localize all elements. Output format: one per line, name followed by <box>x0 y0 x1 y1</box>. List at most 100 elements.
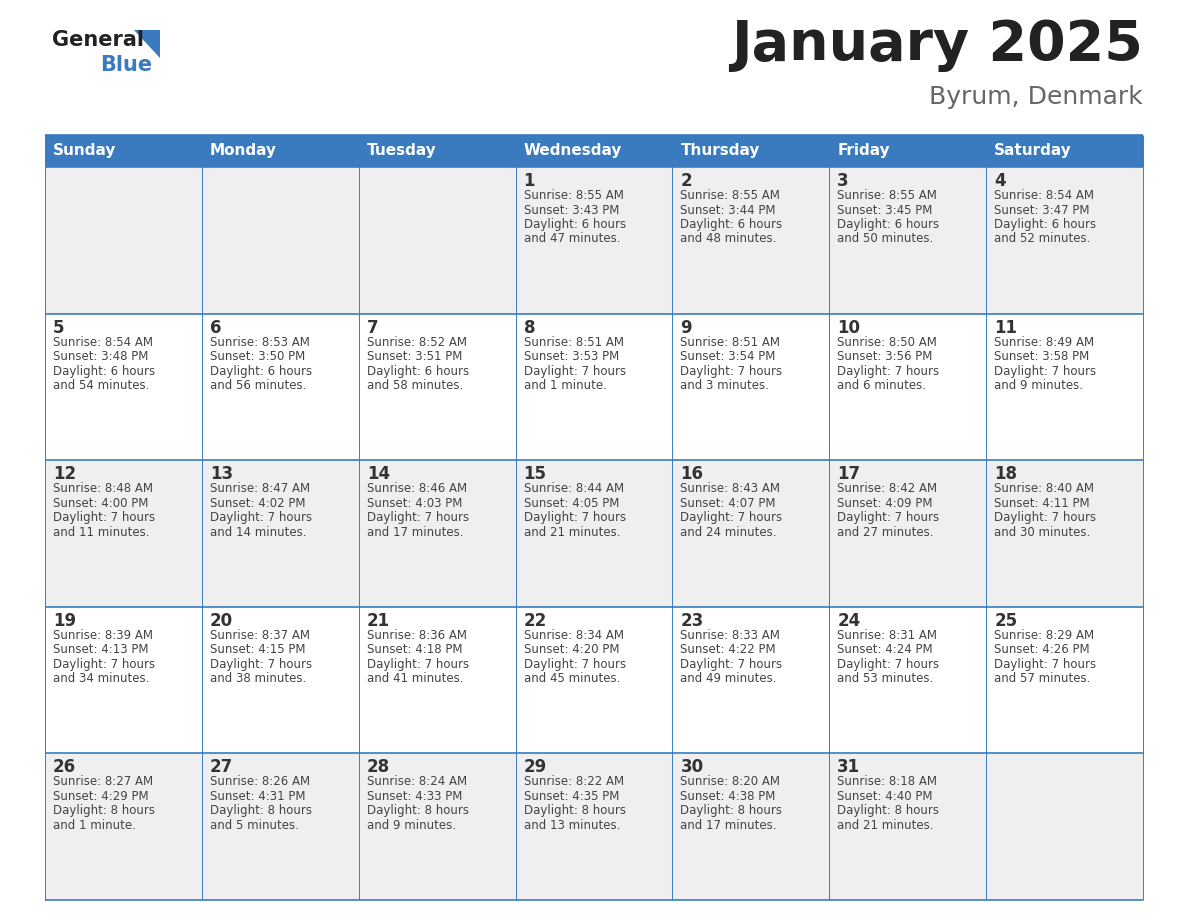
Bar <box>516 460 672 607</box>
Text: Daylight: 7 hours: Daylight: 7 hours <box>524 511 626 524</box>
Text: Saturday: Saturday <box>994 143 1072 159</box>
Text: Sunset: 4:00 PM: Sunset: 4:00 PM <box>53 497 148 509</box>
Text: Sunset: 3:50 PM: Sunset: 3:50 PM <box>210 350 305 364</box>
Text: Sunrise: 8:20 AM: Sunrise: 8:20 AM <box>681 776 781 789</box>
Text: January 2025: January 2025 <box>731 18 1143 72</box>
Text: Sunrise: 8:48 AM: Sunrise: 8:48 AM <box>53 482 153 495</box>
Text: and 41 minutes.: and 41 minutes. <box>367 672 463 686</box>
Text: and 1 minute.: and 1 minute. <box>53 819 135 832</box>
Text: Daylight: 7 hours: Daylight: 7 hours <box>53 658 156 671</box>
Text: Sunrise: 8:36 AM: Sunrise: 8:36 AM <box>367 629 467 642</box>
Text: Daylight: 7 hours: Daylight: 7 hours <box>681 511 783 524</box>
Bar <box>986 607 1143 754</box>
Text: Sunrise: 8:18 AM: Sunrise: 8:18 AM <box>838 776 937 789</box>
Text: and 58 minutes.: and 58 minutes. <box>367 379 463 392</box>
Text: Sunrise: 8:55 AM: Sunrise: 8:55 AM <box>524 189 624 202</box>
Text: Sunset: 4:26 PM: Sunset: 4:26 PM <box>994 644 1089 656</box>
Text: Sunset: 4:38 PM: Sunset: 4:38 PM <box>681 789 776 803</box>
Bar <box>359 460 516 607</box>
Text: 21: 21 <box>367 611 390 630</box>
Text: 23: 23 <box>681 611 703 630</box>
Bar <box>359 607 516 754</box>
Text: Wednesday: Wednesday <box>524 143 623 159</box>
Text: Monday: Monday <box>210 143 277 159</box>
Text: Daylight: 7 hours: Daylight: 7 hours <box>367 511 469 524</box>
Bar <box>986 460 1143 607</box>
Text: Sunset: 3:56 PM: Sunset: 3:56 PM <box>838 350 933 364</box>
Text: 13: 13 <box>210 465 233 483</box>
Text: Sunset: 4:11 PM: Sunset: 4:11 PM <box>994 497 1089 509</box>
Text: Sunrise: 8:46 AM: Sunrise: 8:46 AM <box>367 482 467 495</box>
Text: and 5 minutes.: and 5 minutes. <box>210 819 298 832</box>
Text: Daylight: 7 hours: Daylight: 7 hours <box>524 364 626 377</box>
Text: Daylight: 6 hours: Daylight: 6 hours <box>838 218 940 231</box>
Text: 11: 11 <box>994 319 1017 337</box>
Text: Sunrise: 8:49 AM: Sunrise: 8:49 AM <box>994 336 1094 349</box>
Text: and 38 minutes.: and 38 minutes. <box>210 672 307 686</box>
Text: Sunset: 4:15 PM: Sunset: 4:15 PM <box>210 644 305 656</box>
Text: Daylight: 7 hours: Daylight: 7 hours <box>994 658 1097 671</box>
Text: Sunset: 4:03 PM: Sunset: 4:03 PM <box>367 497 462 509</box>
Text: Daylight: 8 hours: Daylight: 8 hours <box>210 804 312 817</box>
Text: Sunrise: 8:31 AM: Sunrise: 8:31 AM <box>838 629 937 642</box>
Text: Sunset: 4:40 PM: Sunset: 4:40 PM <box>838 789 933 803</box>
Polygon shape <box>134 30 160 58</box>
Text: and 13 minutes.: and 13 minutes. <box>524 819 620 832</box>
Bar <box>202 754 359 900</box>
Bar <box>986 135 1143 167</box>
Bar <box>202 135 359 167</box>
Text: and 11 minutes.: and 11 minutes. <box>53 526 150 539</box>
Text: and 54 minutes.: and 54 minutes. <box>53 379 150 392</box>
Bar <box>829 167 986 314</box>
Text: and 48 minutes.: and 48 minutes. <box>681 232 777 245</box>
Text: Daylight: 7 hours: Daylight: 7 hours <box>210 511 312 524</box>
Text: Sunset: 3:48 PM: Sunset: 3:48 PM <box>53 350 148 364</box>
Text: Tuesday: Tuesday <box>367 143 436 159</box>
Text: 7: 7 <box>367 319 378 337</box>
Text: Sunrise: 8:33 AM: Sunrise: 8:33 AM <box>681 629 781 642</box>
Text: and 24 minutes.: and 24 minutes. <box>681 526 777 539</box>
Text: Daylight: 7 hours: Daylight: 7 hours <box>524 658 626 671</box>
Text: Sunrise: 8:53 AM: Sunrise: 8:53 AM <box>210 336 310 349</box>
Text: Sunrise: 8:51 AM: Sunrise: 8:51 AM <box>524 336 624 349</box>
Text: and 9 minutes.: and 9 minutes. <box>994 379 1083 392</box>
Text: Daylight: 7 hours: Daylight: 7 hours <box>994 364 1097 377</box>
Text: Sunrise: 8:34 AM: Sunrise: 8:34 AM <box>524 629 624 642</box>
Bar <box>672 460 829 607</box>
Text: Sunset: 4:13 PM: Sunset: 4:13 PM <box>53 644 148 656</box>
Bar <box>829 607 986 754</box>
Text: Daylight: 6 hours: Daylight: 6 hours <box>524 218 626 231</box>
Text: 2: 2 <box>681 172 693 190</box>
Text: Daylight: 7 hours: Daylight: 7 hours <box>53 511 156 524</box>
Text: and 14 minutes.: and 14 minutes. <box>210 526 307 539</box>
Text: Sunset: 3:53 PM: Sunset: 3:53 PM <box>524 350 619 364</box>
Text: 28: 28 <box>367 758 390 777</box>
Text: Sunrise: 8:47 AM: Sunrise: 8:47 AM <box>210 482 310 495</box>
Bar <box>829 135 986 167</box>
Bar <box>202 460 359 607</box>
Text: and 9 minutes.: and 9 minutes. <box>367 819 456 832</box>
Text: Daylight: 8 hours: Daylight: 8 hours <box>53 804 154 817</box>
Bar <box>45 460 202 607</box>
Text: and 1 minute.: and 1 minute. <box>524 379 606 392</box>
Bar <box>672 167 829 314</box>
Text: 6: 6 <box>210 319 221 337</box>
Text: Daylight: 7 hours: Daylight: 7 hours <box>838 364 940 377</box>
Text: Byrum, Denmark: Byrum, Denmark <box>929 85 1143 109</box>
Text: Sunset: 4:22 PM: Sunset: 4:22 PM <box>681 644 776 656</box>
Bar <box>829 314 986 460</box>
Text: and 47 minutes.: and 47 minutes. <box>524 232 620 245</box>
Text: and 30 minutes.: and 30 minutes. <box>994 526 1091 539</box>
Text: Friday: Friday <box>838 143 890 159</box>
Text: 19: 19 <box>53 611 76 630</box>
Text: Daylight: 6 hours: Daylight: 6 hours <box>681 218 783 231</box>
Text: 25: 25 <box>994 611 1017 630</box>
Text: Sunset: 3:43 PM: Sunset: 3:43 PM <box>524 204 619 217</box>
Bar <box>359 167 516 314</box>
Text: Daylight: 6 hours: Daylight: 6 hours <box>210 364 312 377</box>
Text: 12: 12 <box>53 465 76 483</box>
Text: Sunset: 3:47 PM: Sunset: 3:47 PM <box>994 204 1089 217</box>
Bar <box>516 607 672 754</box>
Text: and 27 minutes.: and 27 minutes. <box>838 526 934 539</box>
Text: and 21 minutes.: and 21 minutes. <box>838 819 934 832</box>
